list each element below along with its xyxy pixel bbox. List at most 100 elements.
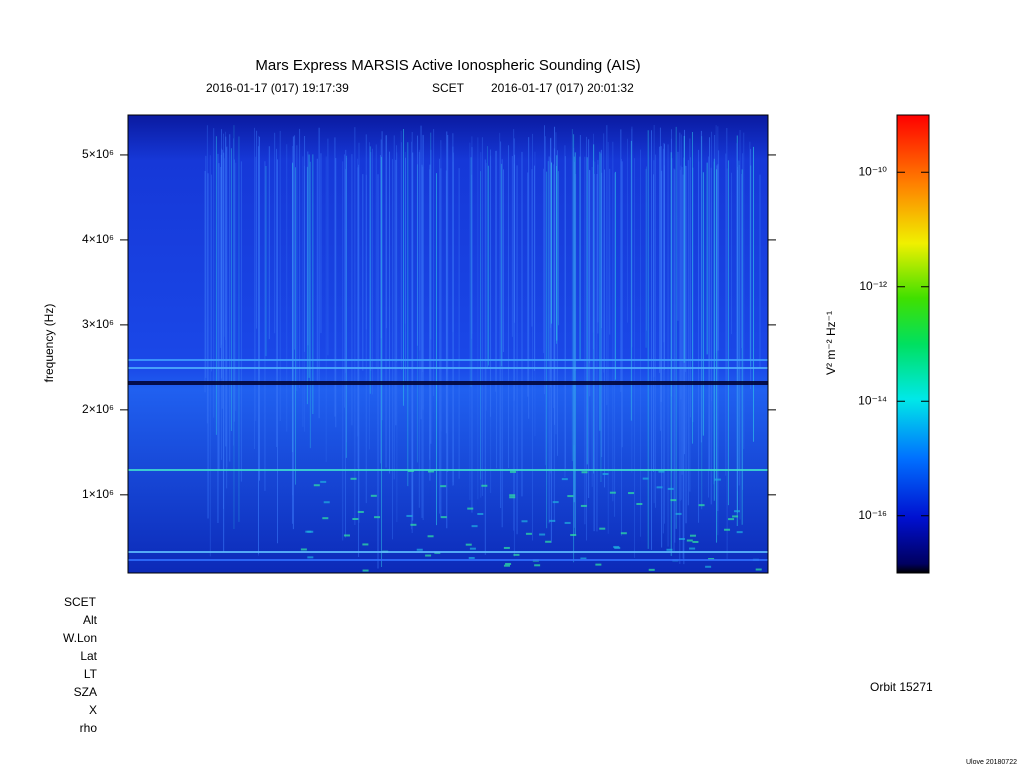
- texture-speck: [656, 486, 663, 489]
- texture-speck: [509, 470, 516, 473]
- table-row-label: Alt: [83, 613, 98, 627]
- y-tick-label: 1×10⁶: [82, 487, 114, 501]
- texture-speck: [686, 539, 693, 542]
- table-row-label: W.Lon: [63, 631, 97, 645]
- texture-speck: [698, 504, 705, 507]
- texture-speck: [564, 521, 571, 524]
- texture-speck: [675, 512, 682, 515]
- texture-speck: [732, 515, 739, 518]
- texture-speck: [678, 538, 685, 541]
- footer: Ulove 20180722: [966, 759, 1017, 766]
- texture-speck: [465, 543, 472, 546]
- texture-speck: [692, 540, 699, 543]
- texture-speck: [658, 470, 665, 473]
- texture-speck: [728, 518, 735, 521]
- texture-speck: [322, 517, 329, 520]
- texture-speck: [467, 507, 474, 510]
- table-row-label: X: [89, 703, 97, 717]
- texture-speck: [505, 562, 512, 565]
- table-row-label: SZA: [74, 685, 97, 699]
- table-x-label: SCET: [64, 595, 97, 609]
- texture-speck: [410, 523, 417, 526]
- texture-speck: [642, 477, 649, 480]
- texture-speck: [620, 532, 627, 535]
- texture-speck: [561, 478, 568, 481]
- y-tick-label: 2×10⁶: [82, 402, 114, 416]
- texture-speck: [468, 556, 475, 559]
- texture-speck: [374, 516, 381, 519]
- colorbar-tick-label: 10⁻¹⁴: [858, 393, 887, 407]
- texture-speck: [734, 510, 741, 513]
- subtitle-scet: SCET: [432, 81, 465, 95]
- texture-speck: [581, 471, 588, 474]
- plot-frame: [127, 114, 769, 574]
- texture-speck: [525, 532, 532, 535]
- texture-speck: [602, 473, 609, 476]
- texture-speck: [614, 546, 621, 549]
- subtitle-end: 2016-01-17 (017) 20:01:32: [491, 81, 634, 95]
- texture-speck: [570, 534, 577, 537]
- texture-speck: [534, 564, 541, 567]
- colorbar-tick-label: 10⁻¹⁶: [858, 508, 887, 522]
- table-row-label: rho: [80, 721, 98, 735]
- texture-speck: [613, 545, 620, 548]
- texture-speck: [427, 535, 434, 538]
- texture-speck: [440, 485, 447, 488]
- y-tick-label: 3×10⁶: [82, 317, 114, 331]
- texture-speck: [549, 519, 556, 522]
- chart-title: Mars Express MARSIS Active Ionospheric S…: [255, 57, 640, 74]
- texture-speck: [736, 531, 743, 534]
- texture-speck: [509, 494, 516, 497]
- texture-speck: [370, 494, 377, 497]
- texture-speck: [666, 548, 673, 551]
- texture-speck: [667, 487, 674, 490]
- texture-speck: [352, 518, 359, 521]
- texture-speck: [307, 556, 314, 559]
- texture-speck: [343, 534, 350, 537]
- texture-speck: [595, 563, 602, 566]
- colorbar: [896, 114, 930, 574]
- texture-speck: [440, 516, 447, 519]
- texture-speck: [580, 504, 587, 507]
- texture-speck: [628, 492, 635, 495]
- texture-speck: [503, 546, 510, 549]
- colorbar-tick-label: 10⁻¹⁰: [859, 164, 888, 178]
- colorbar-tick-label: 10⁻¹²: [859, 279, 887, 293]
- texture-speck: [362, 569, 369, 572]
- texture-speck: [320, 480, 327, 483]
- texture-speck: [416, 548, 423, 551]
- table-row-label: Lat: [80, 649, 97, 663]
- y-tick-label: 5×10⁶: [82, 147, 114, 161]
- texture-speck: [469, 547, 476, 550]
- texture-speck: [724, 528, 731, 531]
- texture-speck: [539, 533, 546, 536]
- texture-speck: [406, 514, 413, 517]
- texture-speck: [407, 470, 414, 473]
- texture-speck: [714, 478, 721, 481]
- texture-speck: [513, 553, 520, 556]
- texture-speck: [580, 557, 587, 560]
- subtitle-start: 2016-01-17 (017) 19:17:39: [206, 81, 349, 95]
- texture-speck: [313, 484, 320, 487]
- texture-speck: [323, 501, 330, 504]
- texture-speck: [609, 491, 616, 494]
- texture-speck: [350, 477, 357, 480]
- texture-speck: [427, 470, 434, 473]
- texture-speck: [481, 484, 488, 487]
- texture-speck: [471, 525, 478, 528]
- texture-speck: [300, 548, 307, 551]
- texture-speck: [425, 554, 432, 557]
- texture-speck: [670, 499, 677, 502]
- texture-speck: [357, 510, 364, 513]
- texture-speck: [552, 501, 559, 504]
- texture-speck: [648, 568, 655, 571]
- texture-speck: [567, 495, 574, 498]
- texture-speck: [755, 568, 762, 571]
- texture-speck: [689, 547, 696, 550]
- texture-speck: [503, 564, 510, 567]
- texture-speck: [636, 503, 643, 506]
- texture-speck: [521, 520, 528, 523]
- spectrogram-texture: [128, 125, 768, 572]
- texture-speck: [545, 540, 552, 543]
